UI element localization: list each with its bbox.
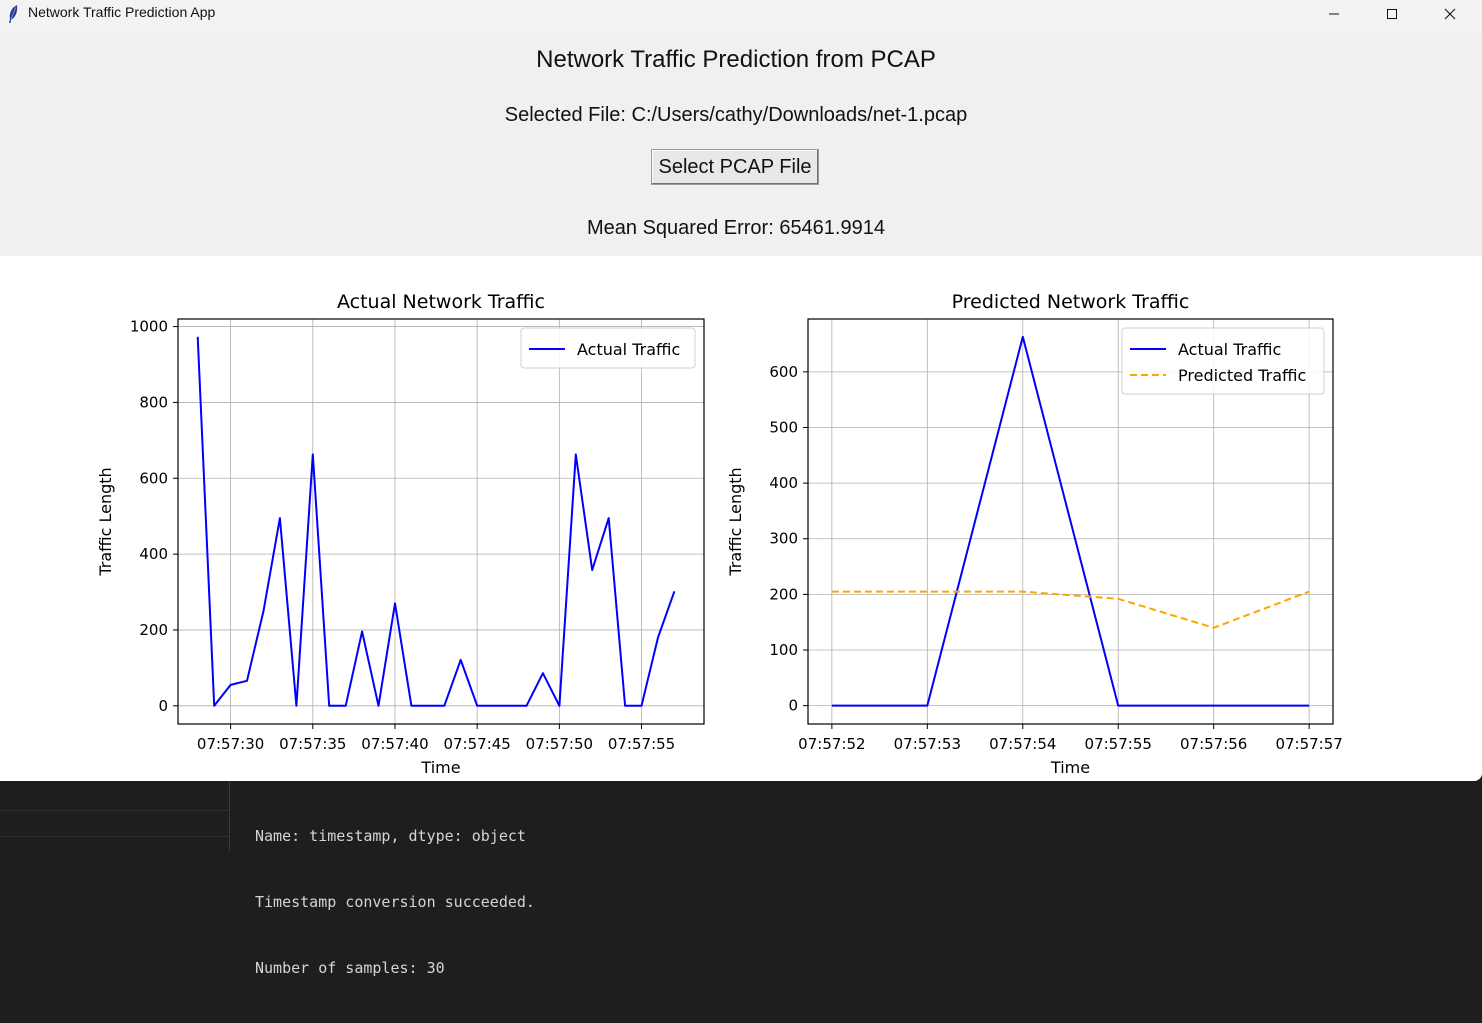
y-tick-label: 600 [769, 363, 798, 381]
chart-title: Predicted Network Traffic [952, 291, 1190, 313]
feather-icon [9, 5, 18, 23]
x-tick-label: 07:57:35 [279, 735, 346, 753]
y-tick-label: 100 [769, 641, 798, 659]
window-title: Network Traffic Prediction App [28, 4, 216, 20]
divider [0, 810, 229, 811]
x-tick-label: 07:57:50 [526, 735, 593, 753]
close-icon [1444, 8, 1456, 20]
console-line: Timestamp conversion succeeded. [255, 893, 535, 911]
close-button[interactable] [1421, 0, 1479, 28]
x-tick-label: 07:57:55 [1085, 735, 1152, 753]
chart-1: 07:57:30 07:57:35 07:57:40 07:57:45 07:57:50… [96, 291, 705, 777]
y-tick-label: 0 [158, 697, 168, 715]
x-tick-label: 07:57:52 [798, 735, 865, 753]
series-line [831, 335, 1310, 707]
select-pcap-file-button[interactable]: Select PCAP File [651, 149, 819, 185]
x-tick-label: 07:57:45 [443, 735, 510, 753]
y-tick-label: 0 [788, 697, 798, 715]
axes-frame [807, 318, 1334, 725]
x-tick-label: 07:57:57 [1275, 735, 1342, 753]
app-window: Network Traffic Prediction App Network T… [0, 0, 1482, 781]
y-tick-label: 1000 [130, 318, 168, 336]
y-tick-label: 200 [139, 621, 168, 639]
minimize-icon [1329, 13, 1339, 15]
y-tick-label: 300 [769, 530, 798, 548]
x-tick-label: 07:57:53 [894, 735, 961, 753]
y-tick-label: 500 [769, 418, 798, 436]
y-axis-label: Traffic Length [96, 467, 115, 576]
console-line: Name: timestamp, dtype: object [255, 827, 526, 845]
mse-label: Mean Squared Error: 65461.9914 [587, 217, 885, 239]
console-line: Number of samples: 30 [255, 959, 445, 977]
terminal-sidebar [0, 781, 230, 851]
legend [520, 327, 696, 369]
terminal-output: Name: timestamp, dtype: object Timestamp… [0, 781, 1482, 977]
legend-label: Actual Traffic [1178, 340, 1281, 359]
page-title: Network Traffic Prediction from PCAP [536, 46, 936, 73]
x-tick-label: 07:57:30 [197, 735, 264, 753]
x-axis-label: Time [420, 758, 460, 777]
controls-panel: Network Traffic Prediction from PCAP Sel… [0, 32, 1482, 256]
legend-label: Predicted Traffic [1178, 366, 1306, 385]
x-tick-label: 07:57:55 [608, 735, 675, 753]
legend [1121, 327, 1325, 395]
maximize-icon [1387, 9, 1397, 19]
y-tick-label: 200 [769, 585, 798, 603]
x-axis-label: Time [1050, 758, 1090, 777]
divider [0, 836, 229, 837]
chart-2: 07:57:52 07:57:53 07:57:54 07:57:55 07:57:56… [726, 291, 1343, 777]
series-line [196, 336, 676, 707]
plot-canvas: 07:57:30 07:57:35 07:57:40 07:57:45 07:57:50… [0, 256, 1482, 781]
axes-frame [177, 318, 705, 725]
selected-file-label: Selected File: C:/Users/cathy/Downloads/… [504, 104, 968, 126]
series-line [831, 590, 1310, 629]
console-text: Name: timestamp, dtype: object Timestamp… [255, 781, 535, 1023]
legend-label: Actual Traffic [577, 340, 680, 359]
y-tick-label: 600 [139, 469, 168, 487]
maximize-button[interactable] [1363, 0, 1421, 28]
y-axis-label: Traffic Length [726, 467, 745, 576]
x-tick-label: 07:57:40 [361, 735, 428, 753]
y-tick-label: 400 [139, 545, 168, 563]
x-tick-label: 07:57:56 [1180, 735, 1247, 753]
minimize-button[interactable] [1305, 0, 1363, 28]
y-tick-label: 400 [769, 474, 798, 492]
x-tick-label: 07:57:54 [989, 735, 1056, 753]
y-tick-label: 800 [139, 393, 168, 411]
title-bar: Network Traffic Prediction App [0, 0, 1482, 32]
charts-figure: 07:57:30 07:57:35 07:57:40 07:57:45 07:57:50… [96, 291, 1343, 777]
chart-title: Actual Network Traffic [337, 291, 545, 313]
